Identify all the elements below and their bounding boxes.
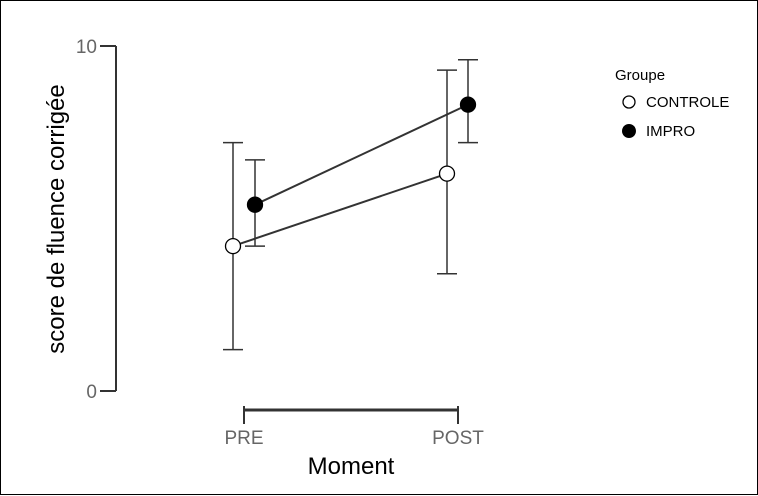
point-impro-pre (246, 196, 264, 213)
point-impro-post (459, 96, 477, 113)
data-marks (223, 59, 478, 351)
point-controle-pre (224, 237, 242, 255)
point-controle-post (438, 165, 456, 182)
y-tick-label-0: 0 (86, 382, 97, 403)
legend-marker-impro (622, 124, 636, 138)
x-tick-label-pre: PRE (224, 428, 263, 449)
legend-title: Groupe (615, 67, 665, 84)
legend-label-impro: IMPRO (646, 123, 695, 140)
series-line-controle (232, 172, 448, 248)
legend-marker-controle (622, 95, 636, 109)
y-axis-title: score de fluence corrigée (43, 84, 70, 353)
x-tick-label-post: POST (432, 428, 484, 449)
series-line-impro (254, 103, 469, 206)
legend: Groupe CONTROLE IMPRO (615, 67, 729, 140)
x-axis-title: Moment (308, 453, 395, 480)
legend-label-controle: CONTROLE (646, 94, 729, 111)
y-tick-label-10: 10 (76, 37, 97, 58)
